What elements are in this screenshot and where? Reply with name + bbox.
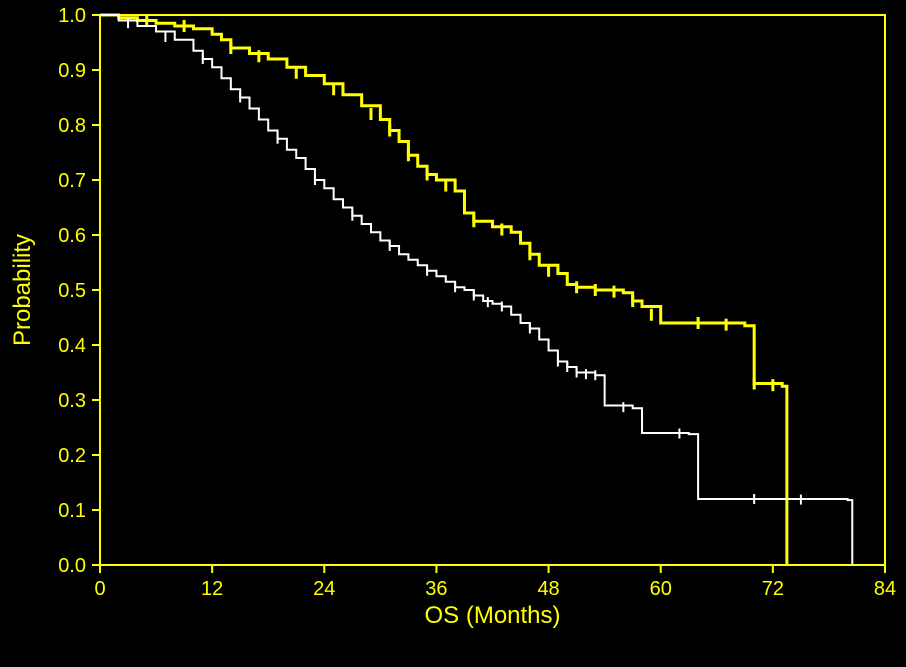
y-tick-label: 0.1 (58, 500, 86, 522)
x-tick-label: 60 (650, 578, 672, 600)
y-axis-label: Probability (9, 234, 36, 346)
x-tick-label: 24 (313, 578, 335, 600)
y-tick-label: 0.7 (58, 170, 86, 192)
y-tick-label: 0.8 (58, 115, 86, 137)
y-tick-label: 0.5 (58, 280, 86, 302)
x-tick-label: 12 (201, 578, 223, 600)
y-tick-label: 0.9 (58, 60, 86, 82)
chart-svg: 0 12 24 36 48 60 72 84 0.0 0.1 0.2 0.3 0.4 0.5 0.6 0.7 0… (0, 0, 906, 662)
x-tick-label: 0 (94, 578, 105, 600)
y-tick-label: 0.0 (58, 555, 86, 577)
km-chart: 0 12 24 36 48 60 72 84 0.0 0.1 0.2 0.3 0.4 0.5 0.6 0.7 0… (0, 0, 906, 662)
x-tick-label: 84 (874, 578, 896, 600)
y-tick-label: 1.0 (58, 5, 86, 27)
x-tick-label: 72 (762, 578, 784, 600)
y-tick-label: 0.3 (58, 390, 86, 412)
y-tick-label: 0.6 (58, 225, 86, 247)
x-tick-label: 36 (425, 578, 447, 600)
y-tick-label: 0.2 (58, 445, 86, 467)
x-tick-label: 48 (537, 578, 559, 600)
y-tick-label: 0.4 (58, 335, 86, 357)
x-axis-label: OS (Months) (424, 602, 560, 629)
